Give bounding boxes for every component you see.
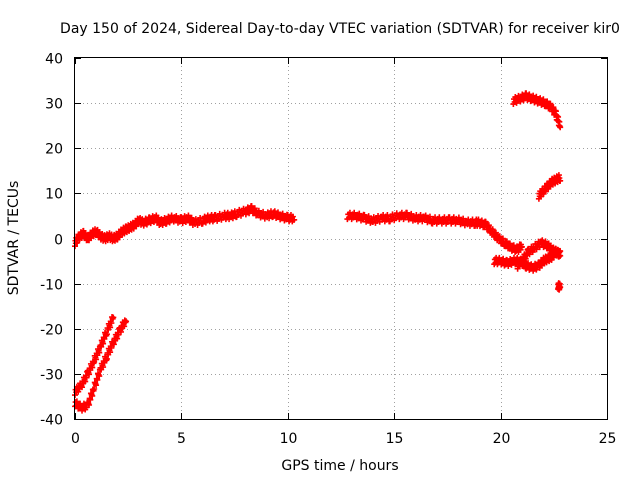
data-point — [557, 284, 564, 291]
data-point — [83, 374, 90, 381]
data-point — [121, 323, 128, 330]
data-point — [96, 349, 103, 356]
series-track-1 — [72, 203, 298, 250]
data-point — [291, 216, 298, 223]
data-point — [108, 320, 115, 327]
data-point — [518, 243, 525, 250]
data-point — [114, 335, 121, 342]
data-point — [123, 318, 130, 325]
data-point — [100, 364, 107, 371]
data-point — [110, 341, 117, 348]
x-tick-label: 15 — [386, 431, 404, 447]
series-track-4 — [514, 237, 564, 272]
data-point — [103, 331, 110, 338]
data-point — [94, 376, 101, 383]
series-track-2 — [344, 209, 525, 256]
y-tick-label: 40 — [45, 52, 63, 68]
x-tick-label: 20 — [493, 431, 511, 447]
x-tick-label: 0 — [71, 431, 80, 447]
y-tick-label: -10 — [40, 278, 63, 294]
data-point — [93, 356, 100, 363]
data-point — [522, 255, 529, 262]
data-point — [82, 378, 89, 385]
series-track-6 — [535, 172, 564, 202]
y-tick-label: -40 — [40, 413, 63, 429]
chart-title: Day 150 of 2024, Sidereal Day-to-day VTE… — [60, 21, 620, 37]
y-tick-label: 10 — [45, 187, 63, 203]
data-point — [110, 314, 117, 321]
data-point — [117, 328, 124, 335]
data-point — [74, 239, 81, 246]
series-track-8 — [72, 317, 130, 414]
data-point — [101, 335, 108, 342]
data-point — [98, 343, 105, 350]
data-point — [426, 213, 433, 220]
data-point — [100, 340, 107, 347]
data-point — [86, 402, 93, 409]
grid — [75, 58, 607, 419]
data-point — [557, 177, 564, 184]
plot-frame — [74, 57, 608, 420]
data-point — [96, 373, 103, 380]
series-track-5 — [510, 90, 564, 131]
data-point — [86, 371, 93, 378]
data-point — [384, 212, 391, 219]
data-point — [93, 382, 100, 389]
data-point — [89, 364, 96, 371]
y-tick-label: -20 — [40, 323, 63, 339]
y-tick-label: 30 — [45, 97, 63, 113]
data-point — [87, 396, 94, 403]
data-point — [107, 349, 114, 356]
x-tick-label: 5 — [177, 431, 186, 447]
data-point — [91, 385, 98, 392]
series-track-7 — [555, 280, 564, 293]
data-point — [557, 252, 564, 259]
data-point — [108, 344, 115, 351]
data-points — [72, 90, 564, 414]
data-point — [557, 124, 564, 131]
y-tick-label: 20 — [45, 142, 63, 158]
x-axis-label: GPS time / hours — [281, 458, 398, 474]
y-axis-label: SDTVAR / TECUs — [6, 181, 22, 296]
data-point — [107, 324, 114, 331]
data-point — [351, 209, 358, 216]
y-tick-label: -30 — [40, 368, 63, 384]
data-point — [436, 214, 443, 221]
data-point — [89, 392, 96, 399]
data-point — [103, 355, 110, 362]
data-point — [79, 384, 86, 391]
x-tick-label: 25 — [599, 431, 617, 447]
x-tick-label: 10 — [280, 431, 298, 447]
data-point — [519, 260, 526, 267]
y-tick-label: 0 — [54, 233, 63, 249]
